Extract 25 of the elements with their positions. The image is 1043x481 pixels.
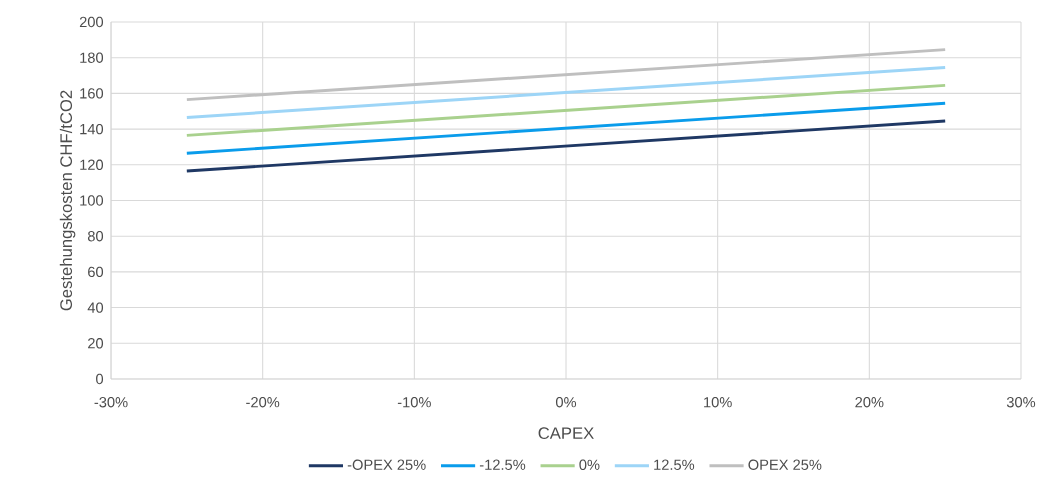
y-tick-label: 0 xyxy=(96,373,104,385)
legend-label: 0% xyxy=(579,459,600,470)
y-tick-label: 180 xyxy=(80,52,104,63)
y-tick-label: 20 xyxy=(88,338,104,349)
legend-label: 12.5% xyxy=(654,459,695,470)
y-tick-label: 100 xyxy=(80,195,104,206)
y-axis-title: Gestehungskosten CHF/tCO2 xyxy=(59,90,76,311)
x-axis-title: CAPEX xyxy=(538,427,594,440)
y-tick-label: 40 xyxy=(87,302,104,313)
legend-label: OPEX 25% xyxy=(748,459,822,470)
x-tick-label: 20% xyxy=(855,397,884,408)
x-tick-label: -10% xyxy=(397,397,431,408)
y-tick-label: 140 xyxy=(80,123,104,135)
y-tick-label: 120 xyxy=(80,159,104,170)
x-tick-label: 30% xyxy=(1006,397,1036,408)
x-tick-label: 0% xyxy=(555,397,577,408)
x-tick-label: -20% xyxy=(246,397,280,408)
y-tick-label: 80 xyxy=(87,231,104,242)
legend-label: -12.5% xyxy=(479,459,526,470)
y-tick-label: 160 xyxy=(80,88,104,99)
x-tick-label: -30% xyxy=(94,397,128,408)
y-tick-label: 200 xyxy=(79,16,104,28)
x-tick-label: 10% xyxy=(704,397,732,408)
y-tick-label: 60 xyxy=(88,266,104,278)
legend-label: -OPEX 25% xyxy=(347,459,426,470)
